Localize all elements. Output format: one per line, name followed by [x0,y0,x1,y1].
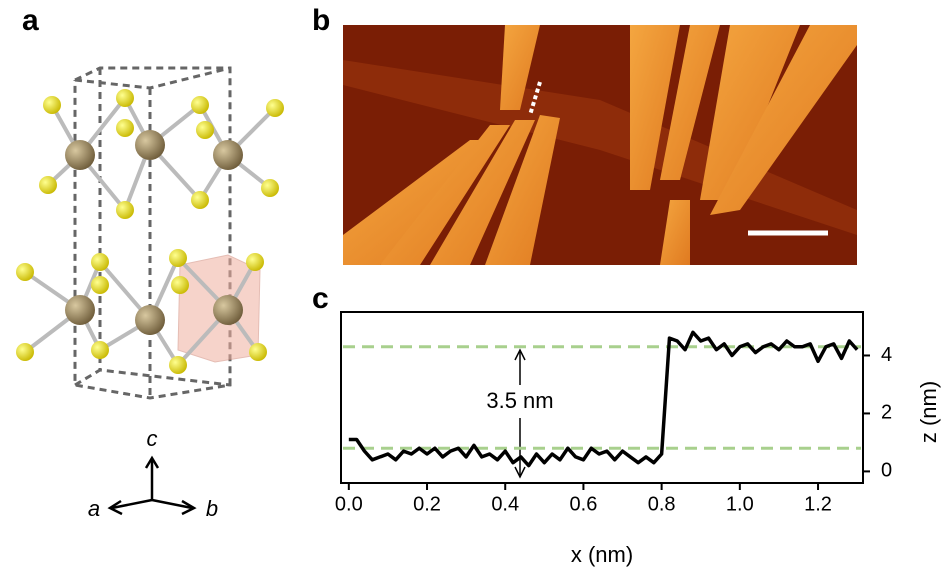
data-line [348,330,859,468]
annotation-arrows [514,348,526,479]
afm-image [343,25,857,265]
panel-label: b [312,4,330,37]
axis-label: a [88,496,100,521]
panel-label: c [312,282,329,315]
x-tick-label: 1.2 [804,493,832,515]
axis-label: b [206,496,218,521]
x-tick-label: 0.4 [491,493,519,515]
annotation: 3.5 nm [486,388,553,413]
y-tick-label: 0 [881,460,892,482]
y-tick-label: 4 [881,344,892,366]
axis-label: c [147,426,158,451]
panel-label: a [22,4,39,37]
x-tick-label: 1.0 [726,493,754,515]
crystal-structure: c a b [16,66,284,521]
y-axis-label: z (nm) [916,381,941,443]
x-tick-label: 0.0 [335,493,363,515]
x-axis-label: x (nm) [571,542,633,567]
plot-frame [340,311,864,484]
x-tick-label: 0.8 [648,493,676,515]
y-tick-label: 2 [881,402,892,424]
x-tick-label: 0.6 [570,493,598,515]
x-tick-label: 0.2 [413,493,441,515]
